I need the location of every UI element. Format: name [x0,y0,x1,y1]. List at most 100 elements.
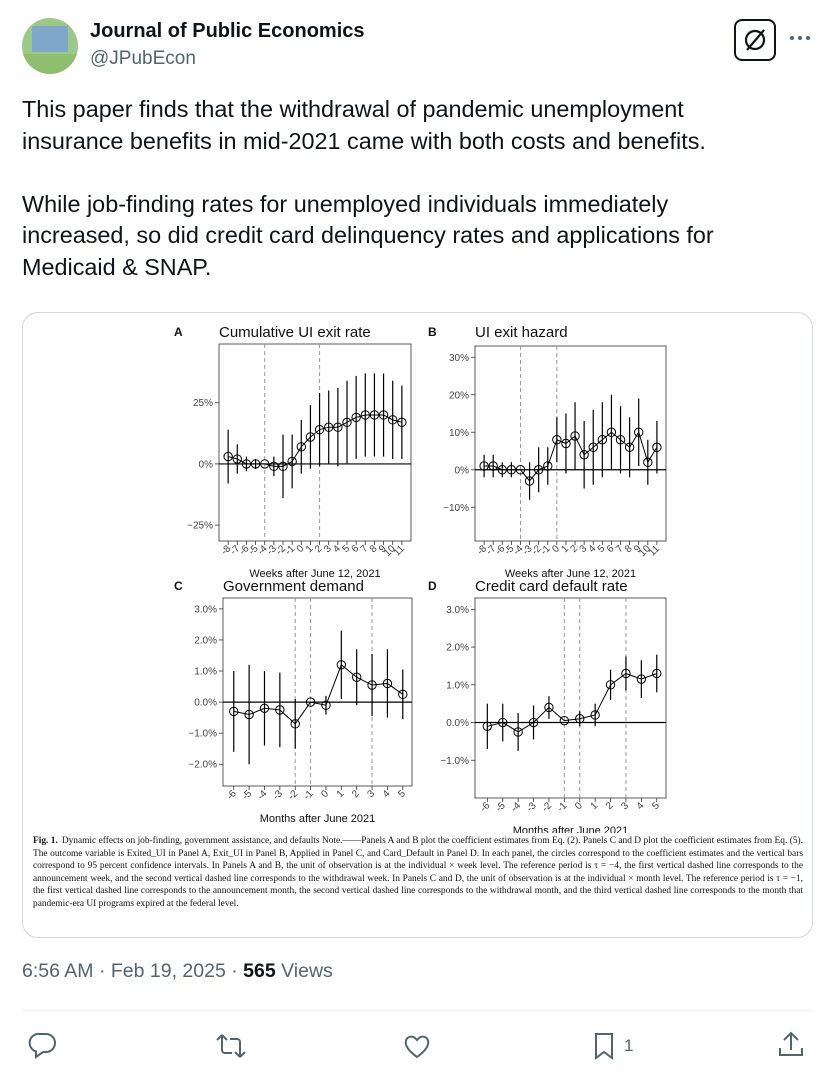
estimate-point [543,461,553,471]
estimate-point [506,465,517,475]
estimate-point [287,456,297,467]
estimate-point [515,465,526,475]
y-tick-label: 2.0% [194,635,217,646]
x-tick-label: -5 [240,788,254,802]
estimate-point [533,465,544,475]
y-tick-label: 3.0% [446,605,469,616]
tweet-paragraph: This paper finds that the withdrawal of … [22,94,822,157]
panel-letter: A [174,325,183,339]
y-tick-label: 20% [449,390,469,401]
media-card[interactable]: A Cumulative UI exit rate 25% 0% −25% -8 -7 -6-… [22,312,813,938]
estimate-line [228,414,402,467]
x-axis-label: Weeks after June 12, 2021 [505,568,636,580]
x-tick-label: 11 [647,543,662,558]
caption-label: Fig. 1. [33,836,58,846]
y-tick-label: −2.0% [188,760,217,771]
tweet-line: insurance benefits in mid-2021 came with… [22,127,706,154]
x-tick-label: -2 [540,800,554,814]
estimate-point [232,454,242,464]
x-tick-label: 5 [650,800,662,812]
x-tick-label: 3 [619,800,631,812]
estimate-point [290,719,300,729]
x-tick-label: -4 [256,788,270,802]
x-tick-label: 0 [319,788,331,800]
estimate-point [597,435,608,445]
panel-letter: D [428,579,437,593]
y-tick-label: 3.0% [194,604,217,615]
repost-button[interactable] [215,1031,247,1061]
estimate-point [367,680,377,690]
x-tick-label: 3 [365,788,377,800]
tweet-line: While job-finding rates for unemployed i… [22,190,669,217]
author-handle[interactable]: @JPubEcon [90,48,196,69]
x-tick-label: -3 [525,800,539,814]
estimate-point [579,450,589,460]
more-button[interactable] [788,30,812,46]
estimate-point [388,415,398,425]
x-tick-label: 4 [381,788,393,800]
y-tick-label: −25% [187,521,213,532]
panel-letter: C [174,579,183,593]
avatar[interactable] [22,18,78,74]
y-tick-label: 0% [199,459,214,470]
author-name[interactable]: Journal of Public Economics [90,20,365,42]
reply-button[interactable] [28,1031,58,1061]
estimate-point [497,465,507,475]
y-tick-label: 10% [449,428,469,439]
estimate-point [652,668,662,679]
estimate-point [570,431,580,441]
tweet-line: This paper finds that the withdrawal of … [22,96,684,122]
y-tick-label: 30% [449,353,469,364]
estimate-point [643,457,653,467]
estimate-point [615,435,626,445]
estimate-point [336,660,347,670]
panel-title: Credit card default rate [475,578,628,595]
estimate-point [229,706,239,717]
x-axis-label: Months after June 2021 [260,813,376,825]
like-button[interactable] [402,1031,432,1061]
estimate-point [351,672,362,682]
estimate-point [324,422,334,432]
estimate-point [259,703,270,714]
plot-frame [218,343,412,542]
estimate-point [621,668,631,679]
estimate-point [398,689,408,700]
separator: · [231,960,238,982]
views-label: Views [281,960,333,982]
share-button[interactable] [776,1030,806,1060]
estimate-line [487,672,657,733]
panel-letter: B [428,325,437,339]
panel-title: Government demand [223,578,364,595]
y-tick-label: 2.0% [446,643,469,654]
estimate-point [278,461,288,472]
estimate-point [360,410,370,420]
x-tick-label: -6 [478,800,492,814]
grok-button[interactable] [734,19,776,61]
estimate-point [606,427,617,437]
estimate-point [652,442,662,452]
estimate-line [233,663,404,725]
estimate-point [378,410,389,420]
x-axis-label: Months after June 2021 [513,825,629,833]
estimate-point [482,721,493,732]
plot-frame [222,597,413,787]
x-tick-label: 2 [604,800,616,812]
x-tick-label: -6 [225,788,239,802]
estimate-point [552,435,562,445]
tweet-line: Medicaid & SNAP. [22,253,212,280]
timestamp[interactable]: 6:56 AM · Feb 19, 2025 [22,960,226,982]
bookmark-button[interactable] [592,1031,618,1061]
y-tick-label: 0.0% [194,698,217,709]
y-tick-label: −1.0% [188,729,217,740]
y-tick-label: 0% [455,465,470,476]
y-tick-label: −10% [443,503,469,514]
divider [22,1010,812,1011]
x-tick-label: 4 [635,800,647,812]
panel-title: Cumulative UI exit rate [219,324,371,341]
x-axis-label: Weeks after June 12, 2021 [249,568,380,580]
tweet-meta: 6:56 AM · Feb 19, 2025 · 565 Views [22,960,333,983]
panel: B UI exit hazard30%20%10%0%−10%-8-7-6-5-4… [428,324,667,580]
x-tick-label: -2 [286,788,300,802]
x-tick-label: 1 [589,800,601,812]
estimate-point [524,476,535,486]
